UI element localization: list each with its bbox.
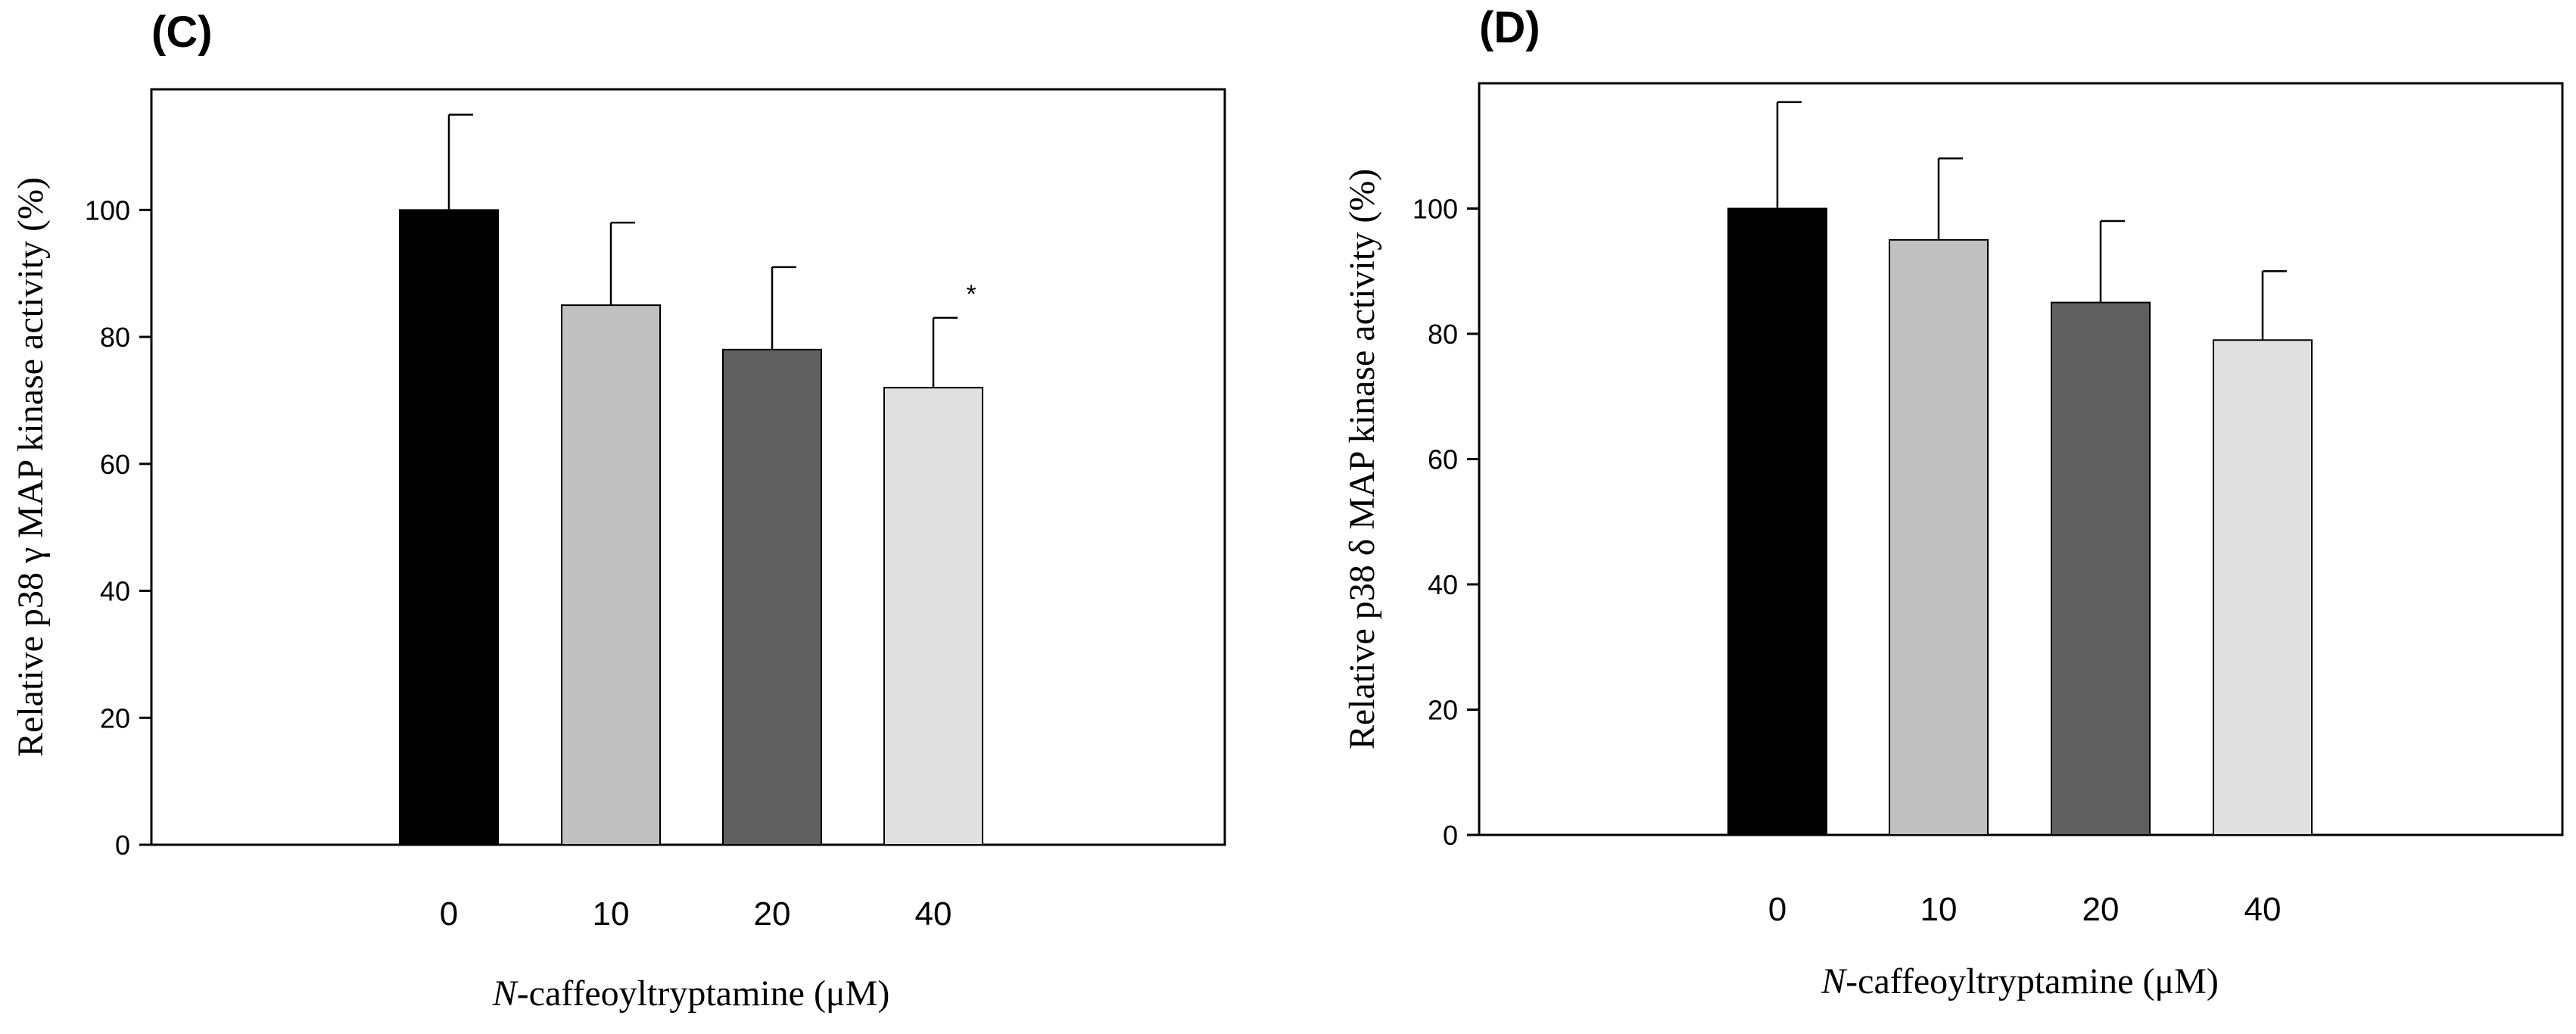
- bar: [2213, 339, 2313, 836]
- x-axis-title: N-caffeoyltryptamine (μM): [1821, 961, 2219, 1001]
- x-category-label: 10: [593, 895, 630, 933]
- y-tick-label: 80: [100, 322, 130, 353]
- y-axis-title: Relative p38 δ MAP kinase activity (%): [1342, 169, 1382, 749]
- y-tick-label: 20: [100, 702, 130, 733]
- bar: [399, 209, 499, 846]
- significance-marker: *: [966, 280, 976, 309]
- x-category-label: 0: [440, 895, 458, 933]
- y-tick-label: 40: [100, 576, 130, 607]
- bar: [1727, 207, 1827, 836]
- x-category-label: 0: [1768, 891, 1786, 928]
- y-axis-title: Relative p38 γ MAP kinase activity (%): [11, 177, 51, 757]
- x-category-label: 40: [915, 895, 952, 933]
- y-tick-label: 60: [100, 449, 130, 480]
- x-category-label: 20: [2082, 891, 2120, 928]
- x-axis-title-italic: N: [492, 973, 519, 1014]
- bar: [2051, 301, 2151, 836]
- plot-frame: [1478, 82, 2564, 836]
- x-category-label: 40: [2244, 891, 2282, 928]
- y-tick-label: 100: [1413, 194, 1458, 225]
- plot-frame: [150, 88, 1226, 846]
- x-axis-title: N-caffeoyltryptamine (μM): [492, 973, 890, 1014]
- bar: [561, 304, 661, 846]
- y-tick-label: 0: [1443, 820, 1458, 851]
- bar: [883, 387, 983, 846]
- y-tick-label: 0: [115, 830, 130, 861]
- x-axis-title-rest: -caffeoyltryptamine (μM): [1846, 961, 2219, 1001]
- y-tick-label: 60: [1428, 444, 1458, 475]
- y-tick-label: 40: [1428, 569, 1458, 600]
- bar: [1889, 238, 1989, 836]
- y-tick-label: 80: [1428, 319, 1458, 350]
- x-category-label: 10: [1920, 891, 1958, 928]
- bar: [722, 348, 822, 846]
- y-tick-label: 20: [1428, 695, 1458, 726]
- x-category-label: 20: [754, 895, 791, 933]
- panel-label: (C): [151, 8, 213, 57]
- x-axis-title-rest: -caffeoyltryptamine (μM): [517, 973, 890, 1014]
- panel-label: (D): [1479, 3, 1540, 52]
- y-tick-label: 100: [85, 195, 130, 226]
- x-axis-title-italic: N: [1821, 961, 1848, 1001]
